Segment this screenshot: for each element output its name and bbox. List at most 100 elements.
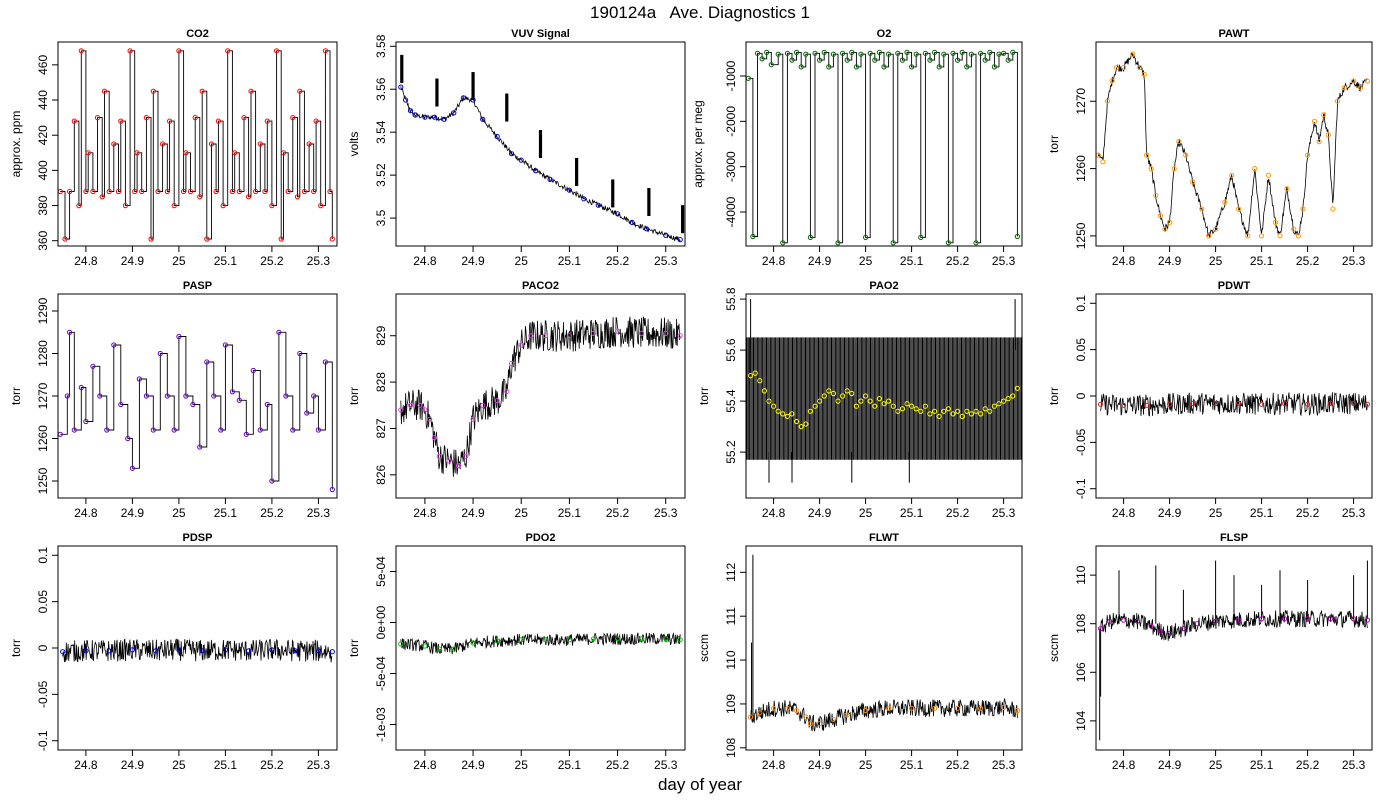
x-tick-label: 25.2 xyxy=(946,254,970,268)
raw-trace-pdwt xyxy=(1100,392,1368,417)
data-point xyxy=(750,233,756,240)
plot-area-vuv-signal xyxy=(398,54,685,243)
data-point xyxy=(164,188,170,195)
data-point xyxy=(1162,226,1168,232)
data-point xyxy=(1351,400,1357,406)
y-tick-label: 111 xyxy=(724,607,738,626)
data-point xyxy=(677,637,683,643)
data-point xyxy=(1206,233,1212,239)
data-point xyxy=(1222,199,1228,205)
spike-6 xyxy=(611,179,615,208)
y-tick-label: 1270 xyxy=(1074,88,1088,115)
data-point xyxy=(886,398,892,404)
data-point xyxy=(677,333,683,339)
data-point xyxy=(803,421,809,427)
data-point xyxy=(890,240,896,246)
panel-title-pdo2: PDO2 xyxy=(526,532,556,544)
x-tick-label: 24.9 xyxy=(121,758,145,772)
data-point xyxy=(99,194,105,200)
data-point xyxy=(480,116,486,122)
data-point xyxy=(784,705,791,711)
y-tick-label: 1260 xyxy=(1074,155,1088,182)
data-point xyxy=(858,51,864,57)
data-point xyxy=(329,236,335,242)
data-point xyxy=(932,49,938,56)
plot-area-pao2 xyxy=(746,299,1022,483)
data-point xyxy=(643,226,650,232)
data-point xyxy=(1001,50,1007,56)
x-tick-label: 25.2 xyxy=(260,506,284,520)
y-axis-label-vuv-signal: volts xyxy=(347,132,361,157)
y-axis-o2: -4000 -3000 -2000 -1000 xyxy=(724,60,746,227)
data-point xyxy=(225,48,231,54)
data-point xyxy=(446,458,452,464)
data-point xyxy=(1259,401,1265,407)
x-tick-label: 25 xyxy=(859,506,873,520)
data-point xyxy=(407,402,414,408)
x-tick-label: 25 xyxy=(515,254,529,268)
y-tick-label: 829 xyxy=(374,325,388,345)
data-point xyxy=(315,427,321,433)
data-point xyxy=(176,48,182,54)
plot-area-o2 xyxy=(746,49,1021,246)
raw-trace-vuv-signal xyxy=(400,86,681,242)
data-point xyxy=(794,707,800,714)
data-point xyxy=(1148,623,1154,629)
data-point xyxy=(199,88,205,94)
panel-title-pdsp: PDSP xyxy=(183,532,213,544)
data-point xyxy=(250,367,256,374)
data-point xyxy=(968,51,975,57)
data-point xyxy=(248,88,254,94)
data-point xyxy=(886,51,892,57)
panel-pdwt: PDWT 24.8 24.9 25 25.1 25.2 25.3 -0.1 -0.05 0 0.05… xyxy=(1047,280,1373,520)
data-point xyxy=(771,403,777,409)
x-tick-label: 24.9 xyxy=(808,254,832,268)
data-point xyxy=(76,203,82,209)
x-tick-label: 25.2 xyxy=(1296,758,1320,772)
x-tick-label: 24.8 xyxy=(762,254,786,268)
data-point xyxy=(615,211,621,217)
y-tick-label: -0.1 xyxy=(1074,478,1088,499)
raw-trace-co2 xyxy=(60,50,333,240)
data-point xyxy=(127,48,133,54)
x-tick-label: 24.8 xyxy=(1112,254,1136,268)
data-point xyxy=(90,363,96,369)
data-point xyxy=(771,705,777,711)
data-point xyxy=(950,50,956,56)
data-point xyxy=(835,240,841,246)
data-point xyxy=(909,705,915,711)
data-point xyxy=(913,51,919,57)
data-point xyxy=(150,88,156,94)
data-point xyxy=(1014,233,1021,240)
data-point xyxy=(863,234,869,240)
data-point xyxy=(183,393,189,399)
data-point xyxy=(1190,400,1196,406)
raw-trace-o2 xyxy=(748,51,1018,244)
x-tick-label: 25.1 xyxy=(214,254,238,268)
data-point xyxy=(821,49,827,56)
y-tick-label: 380 xyxy=(36,195,50,215)
data-point xyxy=(807,234,814,240)
data-point xyxy=(922,403,929,409)
x-tick-label: 24.8 xyxy=(413,758,437,772)
panel-pdo2: PDO2 24.8 24.9 25 25.1 25.2 25.3 -1e-03 -5e-04 0e… xyxy=(347,532,686,772)
data-point xyxy=(1148,166,1154,172)
y-tick-label: 5e-04 xyxy=(374,556,388,587)
data-point xyxy=(436,453,442,459)
x-axis-pawt: 24.8 24.9 25 25.1 25.2 25.3 xyxy=(1112,245,1366,268)
data-point xyxy=(67,188,73,195)
x-axis-flsp: 24.8 24.9 25 25.1 25.2 25.3 xyxy=(1112,749,1366,772)
data-point xyxy=(798,424,804,430)
data-point xyxy=(412,112,418,118)
data-point xyxy=(1199,206,1205,212)
data-point xyxy=(1144,152,1150,158)
y-tick-label: 1290 xyxy=(36,297,50,324)
data-point xyxy=(1311,118,1318,125)
data-point xyxy=(463,453,469,459)
data-point xyxy=(62,236,68,242)
y-tick-label: 110 xyxy=(724,650,738,669)
data-point xyxy=(1098,401,1104,407)
data-point xyxy=(853,64,860,70)
